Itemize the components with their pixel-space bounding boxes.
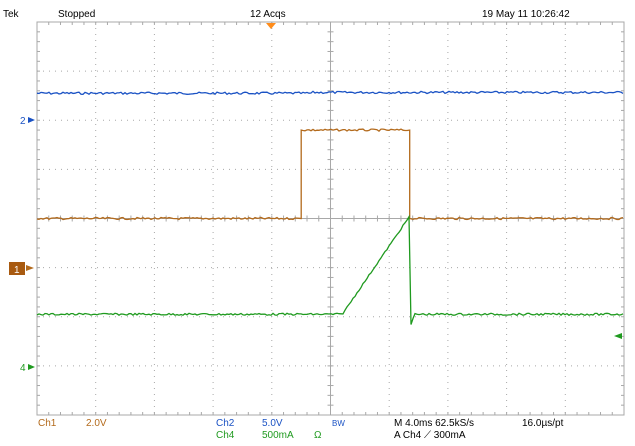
acquisition-count: 12 Acqs <box>250 9 286 20</box>
ch1-label: Ch1 <box>38 418 57 429</box>
ch1-scale: 2.0V <box>86 418 107 429</box>
run-state-label: Stopped <box>58 9 96 20</box>
svg-text:4: 4 <box>20 363 26 374</box>
ch1-level-marker: 1 <box>9 262 34 276</box>
ch4-level-marker: 4 <box>20 363 35 374</box>
ch2-label: Ch2 <box>216 418 235 429</box>
trigger-level-icon <box>614 333 622 339</box>
scope-header: Tek Stopped 12 Acqs 19 May 11 10:26:42 <box>0 0 635 22</box>
svg-text:1: 1 <box>14 265 20 276</box>
trigger-position-icon <box>266 23 276 29</box>
ch2-waveform <box>36 90 624 96</box>
datetime-label: 19 May 11 10:26:42 <box>482 9 570 20</box>
trigger-readout: A Ch4 ⟋ 300mA <box>394 430 466 441</box>
ch2-scale: 5.0V <box>262 418 283 429</box>
ch4-waveform <box>36 214 624 325</box>
ch4-scale: 500mA <box>262 430 294 441</box>
ch2-level-marker: 2 <box>20 116 35 127</box>
bandwidth-limit-indicator: BW <box>332 419 345 428</box>
record-resolution: 16.0µs/pt <box>522 418 564 429</box>
timebase-readout: M 4.0ms 62.5kS/s <box>394 418 475 429</box>
ch4-termination: Ω <box>314 430 322 441</box>
brand-label: Tek <box>3 9 19 20</box>
ch4-label: Ch4 <box>216 430 235 441</box>
svg-text:2: 2 <box>20 116 26 127</box>
ch1-waveform <box>36 128 624 221</box>
